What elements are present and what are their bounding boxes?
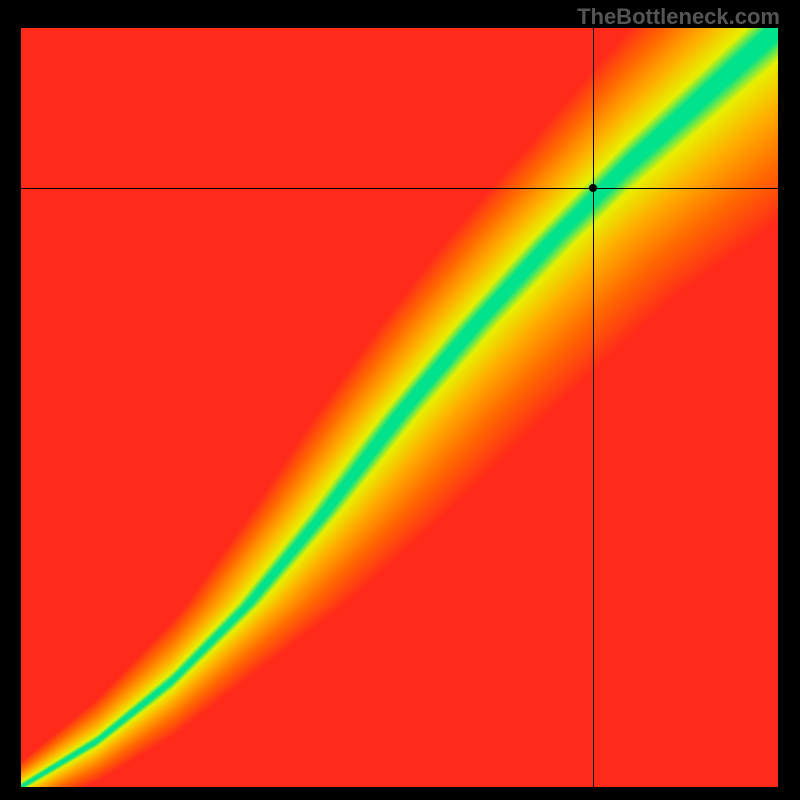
crosshair-marker [589,184,597,192]
watermark-text: TheBottleneck.com [577,4,780,30]
crosshair-horizontal [21,188,778,189]
heatmap-plot [21,28,778,787]
crosshair-vertical [593,28,594,787]
heatmap-canvas [21,28,778,787]
chart-container: TheBottleneck.com [0,0,800,800]
